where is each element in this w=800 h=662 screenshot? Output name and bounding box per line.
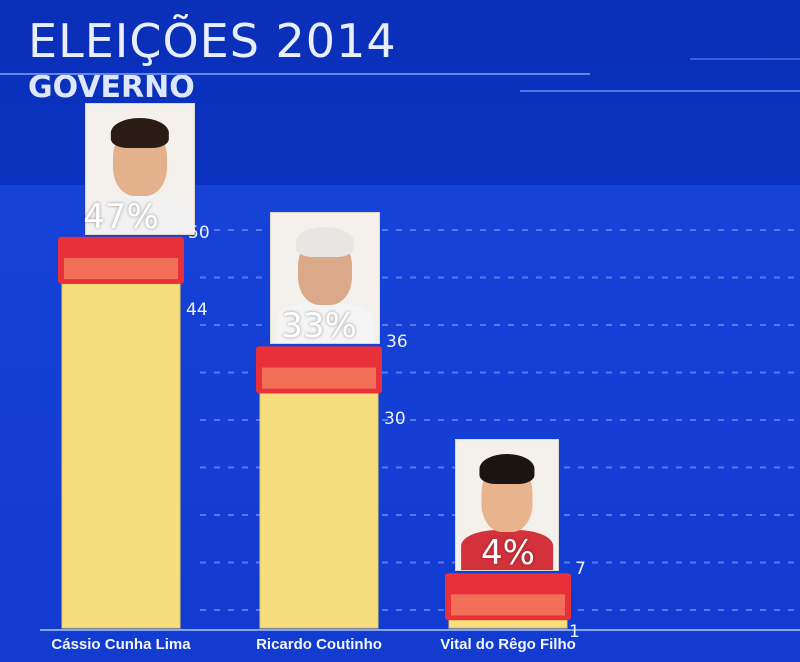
margin-band-highlight xyxy=(262,367,376,389)
margin-band-highlight xyxy=(451,594,565,616)
value-label: 47% xyxy=(83,196,159,237)
header-divider-accent xyxy=(520,90,800,92)
candidate-photo xyxy=(455,439,559,572)
lower-bound-label: 44 xyxy=(186,299,208,320)
photo-hair xyxy=(110,117,170,148)
chart-subtitle: GOVERNO xyxy=(28,70,195,105)
photo-shirt xyxy=(91,193,189,234)
bar xyxy=(61,283,181,629)
header-divider-accent-2 xyxy=(690,58,800,60)
category-label: Vital do Rêgo Filho xyxy=(440,636,576,653)
photo-shirt xyxy=(461,530,553,571)
lower-bound-label: 30 xyxy=(384,409,406,430)
category-label: Cássio Cunha Lima xyxy=(51,636,191,653)
chart-title: ELEIÇÕES 2014 xyxy=(28,14,397,68)
bar xyxy=(259,392,379,629)
bar xyxy=(448,619,568,629)
lower-bound-label: 1 xyxy=(569,622,580,642)
category-label: Ricardo Coutinho xyxy=(256,636,382,653)
photo-hair xyxy=(479,454,535,485)
upper-bound-label: 36 xyxy=(386,332,408,353)
upper-bound-label: 7 xyxy=(575,559,586,580)
value-label: 33% xyxy=(281,306,357,347)
candidate-photo xyxy=(270,212,380,345)
margin-band-highlight xyxy=(64,258,178,280)
photo-hair xyxy=(295,227,355,258)
header-divider xyxy=(0,73,590,75)
upper-bound-label: 50 xyxy=(188,222,210,243)
value-label: 4% xyxy=(481,533,535,574)
photo-shirt xyxy=(276,303,374,344)
candidate-photo xyxy=(85,102,195,235)
